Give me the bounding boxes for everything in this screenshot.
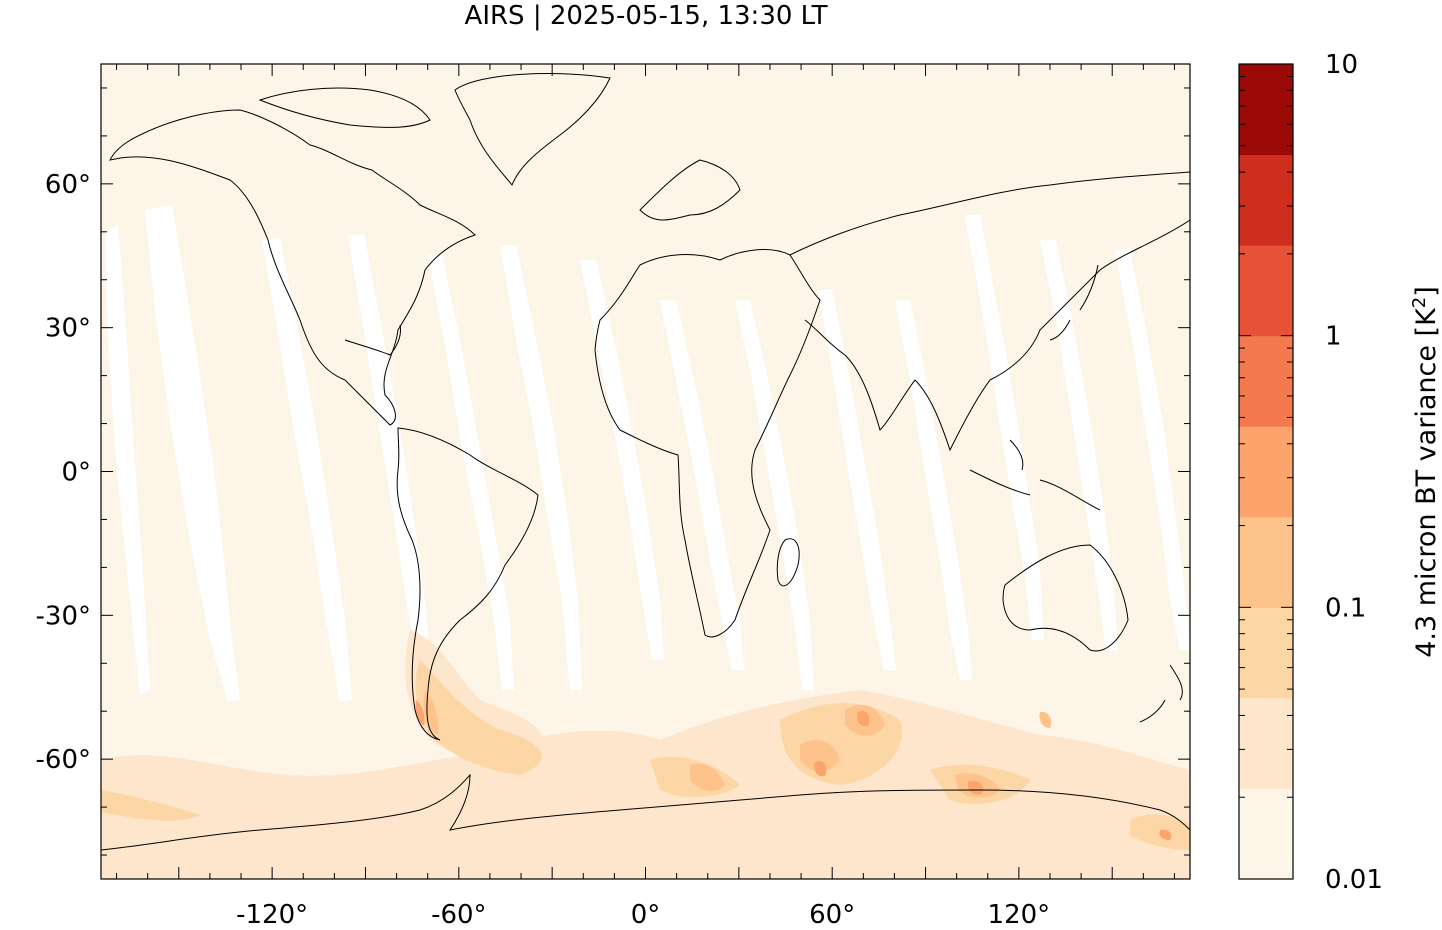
variance-patch — [690, 763, 725, 792]
coastline-indonesia — [969, 439, 1101, 511]
x-tick-label: 120° — [988, 900, 1051, 930]
colorbar-tick-label: 10 — [1325, 50, 1358, 80]
colorbar-ticks — [1239, 75, 1293, 880]
variance-patch — [800, 740, 840, 772]
swath-gap — [965, 215, 1044, 640]
colorbar-tick-labels: 10 1 0.1 0.01 — [1325, 50, 1383, 895]
coastline-madagascar — [776, 538, 800, 587]
swath-gap — [735, 300, 814, 690]
colorbar-label: 4.3 micron BT variance [K2] — [1409, 286, 1442, 658]
variance-patch — [967, 780, 984, 795]
coastline-florida-gulf — [344, 324, 401, 356]
map-title: AIRS | 2025-05-15, 13:30 LT — [465, 1, 828, 31]
coastline-greenland — [454, 73, 611, 186]
colorbar-band — [1239, 788, 1293, 880]
coastline-new-zealand — [1139, 664, 1183, 723]
colorbar-band — [1239, 335, 1293, 427]
x-tick-label: 0° — [631, 900, 661, 930]
colorbar-tick-label: 0.01 — [1325, 865, 1383, 895]
variance-patch — [1159, 829, 1172, 840]
y-tick-label: 0° — [61, 458, 91, 488]
swath-gap — [428, 255, 514, 690]
colorbar-tick-label: 0.1 — [1325, 593, 1366, 623]
y-tick-label: -30° — [36, 601, 91, 631]
variance-patch — [101, 790, 200, 821]
swath-gap — [1115, 250, 1190, 650]
swath-gaps — [105, 205, 1190, 702]
map-panel: 60° 30° 0° -30° -60° -120° -60° 0° 60° 120° — [36, 63, 1191, 930]
colorbar-tick-label: 1 — [1325, 322, 1342, 352]
colorbar-band — [1239, 426, 1293, 518]
variance-patch — [415, 700, 425, 726]
variance-patch — [857, 710, 870, 727]
coastline-europe-africa — [594, 249, 821, 638]
y-tick-label: 30° — [45, 314, 91, 344]
x-tick-label: 60° — [809, 900, 855, 930]
coastline-south-america — [396, 427, 539, 741]
variance-patch — [1039, 711, 1052, 728]
coastline-asia — [789, 171, 1190, 452]
swath-gap — [660, 300, 744, 670]
swath-gap — [145, 205, 240, 702]
swath-gap — [262, 238, 352, 702]
colorbar-band — [1239, 64, 1293, 156]
swath-gap — [105, 225, 150, 695]
coastline-arctic-islands — [258, 87, 431, 128]
x-tick-label: -120° — [236, 900, 308, 930]
colorbar-band — [1239, 516, 1293, 608]
map-tick-labels: 60° 30° 0° -30° -60° -120° -60° 0° 60° 120° — [36, 170, 1051, 930]
variance-field — [101, 630, 1190, 879]
y-tick-label: 60° — [45, 170, 91, 200]
colorbar-band — [1239, 607, 1293, 699]
colorbar-band — [1239, 245, 1293, 337]
coastline-antarctica — [101, 773, 1190, 851]
y-tick-label: -60° — [36, 745, 91, 775]
swath-gap — [1040, 240, 1118, 650]
variance-patch — [101, 690, 1190, 879]
coastline-japan — [1049, 264, 1099, 341]
colorbar: 10 1 0.1 0.01 4.3 micron BT variance [K2] — [1238, 50, 1442, 895]
variance-patch — [415, 660, 542, 775]
coastline-australia — [1002, 544, 1129, 652]
colorbar-bands — [1239, 64, 1293, 880]
colorbar-band — [1239, 154, 1293, 246]
variance-patch — [814, 760, 827, 777]
swath-gap — [580, 260, 664, 660]
swath-gap — [895, 300, 972, 680]
coastlines — [101, 73, 1190, 851]
colorbar-band — [1239, 697, 1293, 789]
colorbar-frame — [1238, 63, 1294, 880]
coastline-north-america — [109, 109, 476, 426]
map-ticks — [101, 64, 1190, 879]
x-tick-label: -60° — [431, 900, 486, 930]
swath-gap — [500, 245, 582, 690]
swath-gap — [348, 234, 432, 682]
coastline-scandinavia — [639, 159, 741, 221]
swath-gap — [818, 290, 896, 670]
